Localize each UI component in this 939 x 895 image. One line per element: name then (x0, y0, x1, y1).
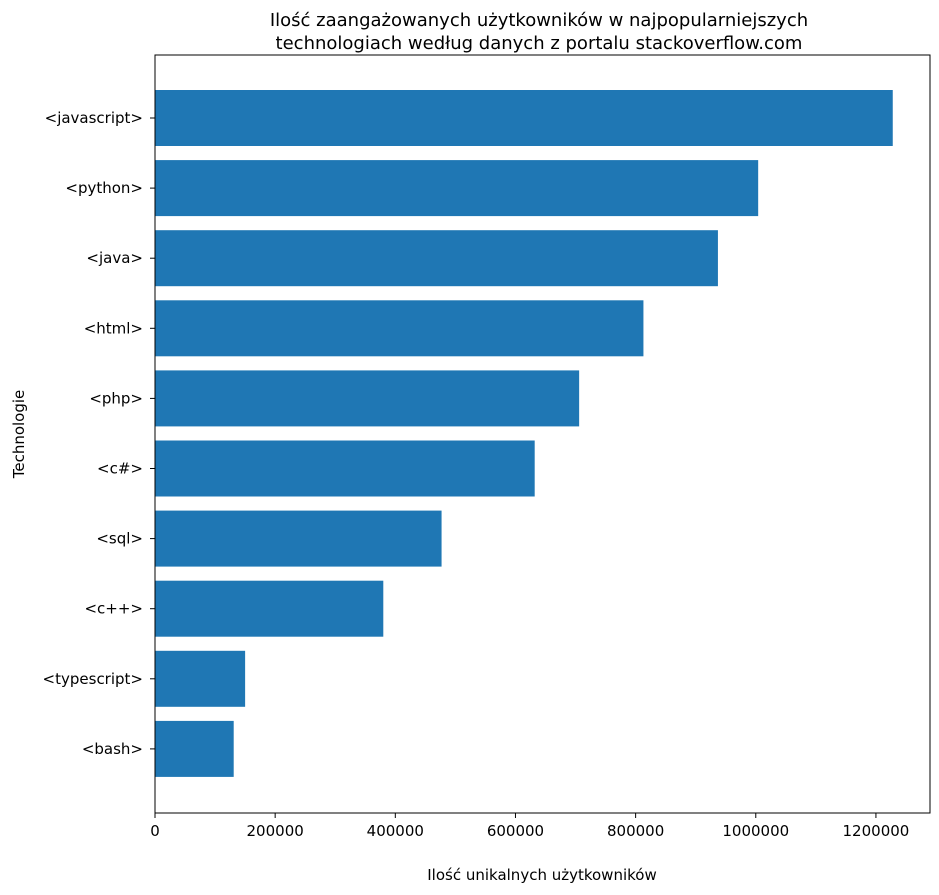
y-tick-label: <javascript> (45, 109, 143, 127)
bar-html (155, 300, 644, 357)
x-tick-label: 1200000 (843, 822, 910, 840)
y-tick-label: <c++> (84, 600, 143, 618)
y-tick-label: <c#> (97, 460, 143, 478)
y-axis-ticks: <javascript> <python> <java> <html> <php> <c#… (43, 109, 155, 758)
x-axis-ticks: 0 200000 400000 600000 800000 1000000 1200000 (150, 813, 909, 840)
y-tick-label: <php> (89, 389, 143, 407)
bar-cplusplus (155, 580, 384, 637)
bar-python (155, 160, 759, 217)
y-tick-label: <sql> (96, 530, 143, 548)
bar-typescript (155, 650, 246, 707)
x-tick-label: 0 (150, 822, 160, 840)
y-tick-label: <java> (86, 249, 143, 267)
x-tick-label: 600000 (487, 822, 544, 840)
y-tick-label: <python> (65, 179, 143, 197)
bar-javascript (155, 90, 893, 146)
x-tick-label: 200000 (247, 822, 304, 840)
y-tick-label: <html> (84, 319, 143, 337)
bar-csharp (155, 440, 535, 497)
bar-bash (155, 720, 234, 777)
x-tick-label: 400000 (367, 822, 424, 840)
y-tick-label: <bash> (82, 740, 143, 758)
y-axis-label: Technologie (10, 390, 28, 480)
chart-title-line-2: technologiach według danych z portalu st… (276, 33, 803, 54)
bar-java (155, 230, 718, 287)
bar-sql (155, 510, 442, 567)
chart-title-line-1: Ilość zaangażowanych użytkowników w najp… (270, 10, 808, 31)
bar-php (155, 370, 580, 427)
x-tick-label: 1000000 (722, 822, 789, 840)
x-tick-label: 800000 (607, 822, 664, 840)
bars-group (155, 90, 893, 777)
x-axis-label: Ilość unikalnych użytkowników (427, 866, 656, 884)
plot-frame (154, 54, 931, 814)
y-tick-label: <typescript> (43, 670, 143, 688)
